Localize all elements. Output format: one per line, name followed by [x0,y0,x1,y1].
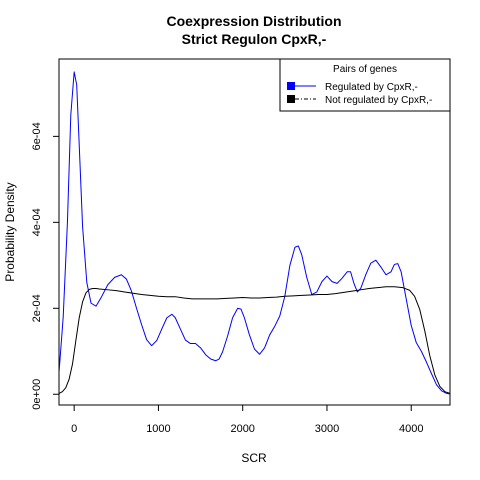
y-tick-label: 4e-04 [31,208,43,236]
x-tick-label: 2000 [230,423,254,435]
x-tick-label: 0 [71,423,77,435]
legend: Pairs of genes Regulated by CpxR,- Not r… [279,58,451,112]
x-tick-label: 3000 [315,423,339,435]
x-axis-label: SCR [241,451,267,465]
y-axis-label: Probability Density [3,182,17,281]
y-axis: 0e+00 2e-04 4e-04 6e-04 [31,122,59,410]
legend-label-not-regulated: Not regulated by CpxR,- [325,95,432,106]
chart-subtitle: Strict Regulon CpxR,- [182,31,327,47]
y-tick-label: 2e-04 [31,294,43,322]
plot-frame [58,58,451,406]
legend-entry-regulated: Regulated by CpxR,- [287,82,418,93]
series-layer [59,71,450,395]
x-tick-label: 4000 [399,423,423,435]
legend-swatch-regulated [287,82,295,90]
chart-title: Coexpression Distribution [166,13,341,29]
legend-label-regulated: Regulated by CpxR,- [325,82,418,93]
x-tick-label: 1000 [146,423,170,435]
series-line-not-regulated [59,286,450,394]
legend-swatch-not-regulated [287,95,295,103]
x-axis: 0 1000 2000 3000 4000 [71,405,423,435]
y-tick-label: 0e+00 [31,379,43,410]
series-line-regulated [59,71,450,395]
legend-box [279,58,451,112]
legend-entry-not-regulated: Not regulated by CpxR,- [287,95,432,106]
y-tick-label: 6e-04 [31,122,43,150]
legend-title: Pairs of genes [333,64,397,75]
